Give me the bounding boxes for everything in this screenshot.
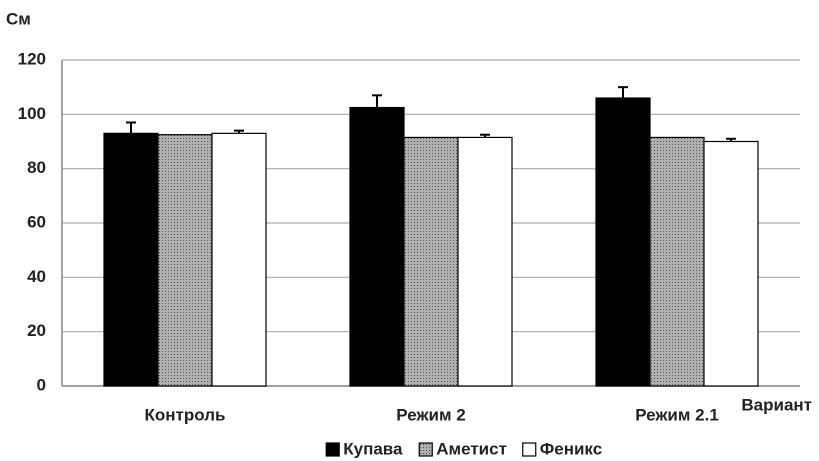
y-tick-label: 100: [18, 104, 46, 123]
bar: [211, 132, 267, 387]
y-tick-label: 60: [27, 212, 46, 231]
y-tick-label: 20: [27, 321, 46, 340]
error-bar: [126, 121, 136, 134]
bar: [157, 134, 213, 387]
error-bar: [234, 129, 244, 134]
bar: [703, 140, 759, 387]
error-bar: [618, 86, 628, 99]
bar: [403, 136, 459, 387]
bar: [649, 136, 705, 387]
error-bar: [480, 133, 490, 138]
y-tick-label: 0: [37, 375, 46, 394]
bar: [457, 136, 513, 387]
legend-swatch: [418, 442, 433, 457]
legend-swatch: [522, 442, 537, 457]
y-tick-label: 120: [18, 49, 46, 68]
legend-swatch: [325, 442, 340, 457]
error-bar: [372, 94, 382, 108]
y-tick-label: 40: [27, 267, 46, 286]
bar: [103, 132, 159, 387]
bar: [349, 106, 405, 387]
legend-label: Феникс: [540, 439, 602, 458]
x-tick-label: Режим 2: [396, 405, 465, 424]
error-bar: [726, 137, 736, 142]
legend-label: Аметист: [436, 439, 507, 458]
x-tick-label: Контроль: [145, 405, 226, 424]
y-axis-label: См: [6, 9, 31, 28]
legend-label: Купава: [343, 439, 403, 458]
x-tick-label: Режим 2.1: [635, 405, 719, 424]
y-tick-label: 80: [27, 158, 46, 177]
bar: [595, 97, 651, 387]
x-axis-label: Вариант: [741, 395, 812, 414]
